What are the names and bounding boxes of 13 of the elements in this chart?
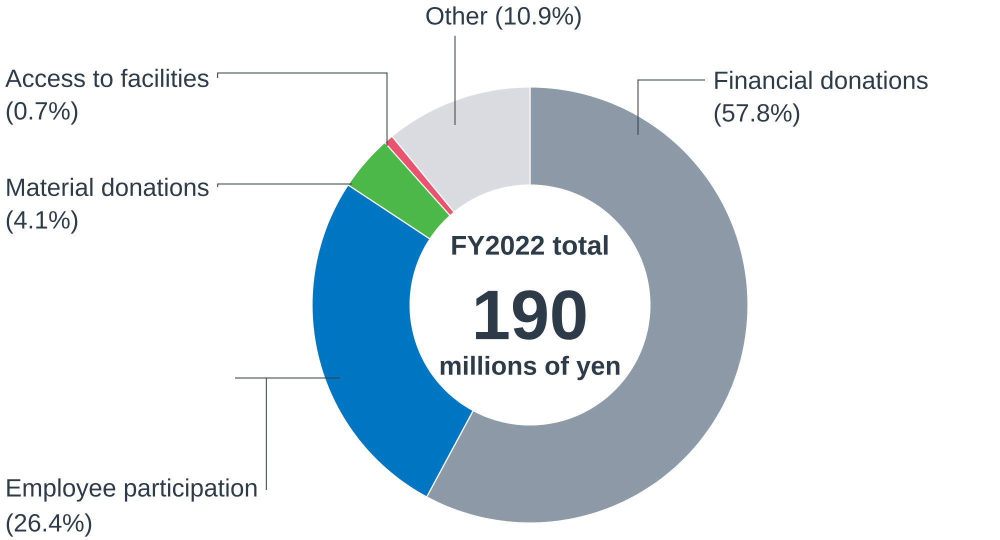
text: 190 [476, 290, 586, 340]
data-label: (57.8%) [714, 103, 800, 127]
slice-label: Financial donations [715, 70, 928, 90]
slice-label: Other [426, 6, 488, 25]
data-label: (0.7%) [6, 101, 78, 125]
data-label: (10.9%) [496, 6, 581, 30]
text: millions of yen [440, 356, 620, 380]
slice-label: Employee participation [7, 478, 256, 502]
slice-label: Material donations [7, 178, 209, 196]
data-label: (26.4%) [6, 513, 92, 537]
data-label: (4.1%) [6, 210, 78, 234]
slice-label: Access to facilities [5, 68, 208, 88]
text: FY2022 total [452, 235, 608, 255]
